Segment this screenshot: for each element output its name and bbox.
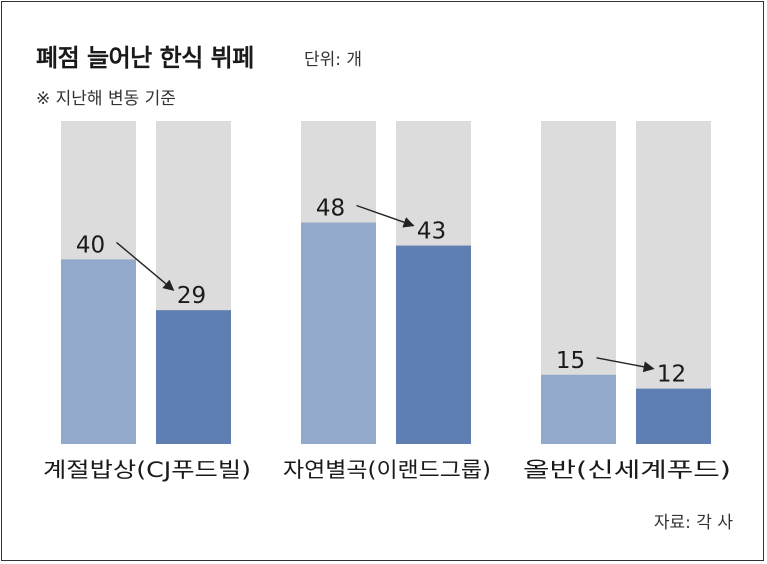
change-arrow bbox=[116, 241, 175, 291]
bar-group: 15 12 올반(신세계푸드) bbox=[523, 121, 731, 482]
change-arrow bbox=[356, 204, 415, 228]
bar-before bbox=[61, 259, 136, 444]
category-label: 계절밥상(CJ푸드빌) bbox=[43, 458, 251, 482]
bar-group: 48 43 자연별곡(이랜드그룹) bbox=[283, 121, 491, 482]
value-label-before: 15 bbox=[556, 348, 585, 374]
note-label: ※ 지난해 변동 기준 bbox=[36, 89, 176, 109]
value-label-after: 43 bbox=[417, 219, 446, 245]
unit-label: 단위: 개 bbox=[304, 50, 363, 70]
bar-after bbox=[156, 310, 231, 444]
value-label-before: 40 bbox=[76, 232, 105, 258]
value-label-after: 29 bbox=[177, 283, 206, 309]
bar-before bbox=[301, 222, 376, 444]
change-arrow bbox=[596, 357, 655, 373]
bar-after bbox=[636, 388, 711, 444]
value-label-before: 48 bbox=[316, 196, 345, 222]
category-label: 올반(신세계푸드) bbox=[523, 458, 731, 482]
bar-before bbox=[541, 374, 616, 444]
source-label: 자료: 각 사 bbox=[653, 513, 733, 533]
category-label: 자연별곡(이랜드그룹) bbox=[283, 458, 491, 482]
bar-after bbox=[396, 245, 471, 444]
value-label-after: 12 bbox=[657, 362, 686, 388]
bar-group: 40 29 계절밥상(CJ푸드빌) bbox=[43, 121, 251, 482]
chart-title: 폐점 늘어난 한식 뷔페 bbox=[36, 44, 254, 72]
